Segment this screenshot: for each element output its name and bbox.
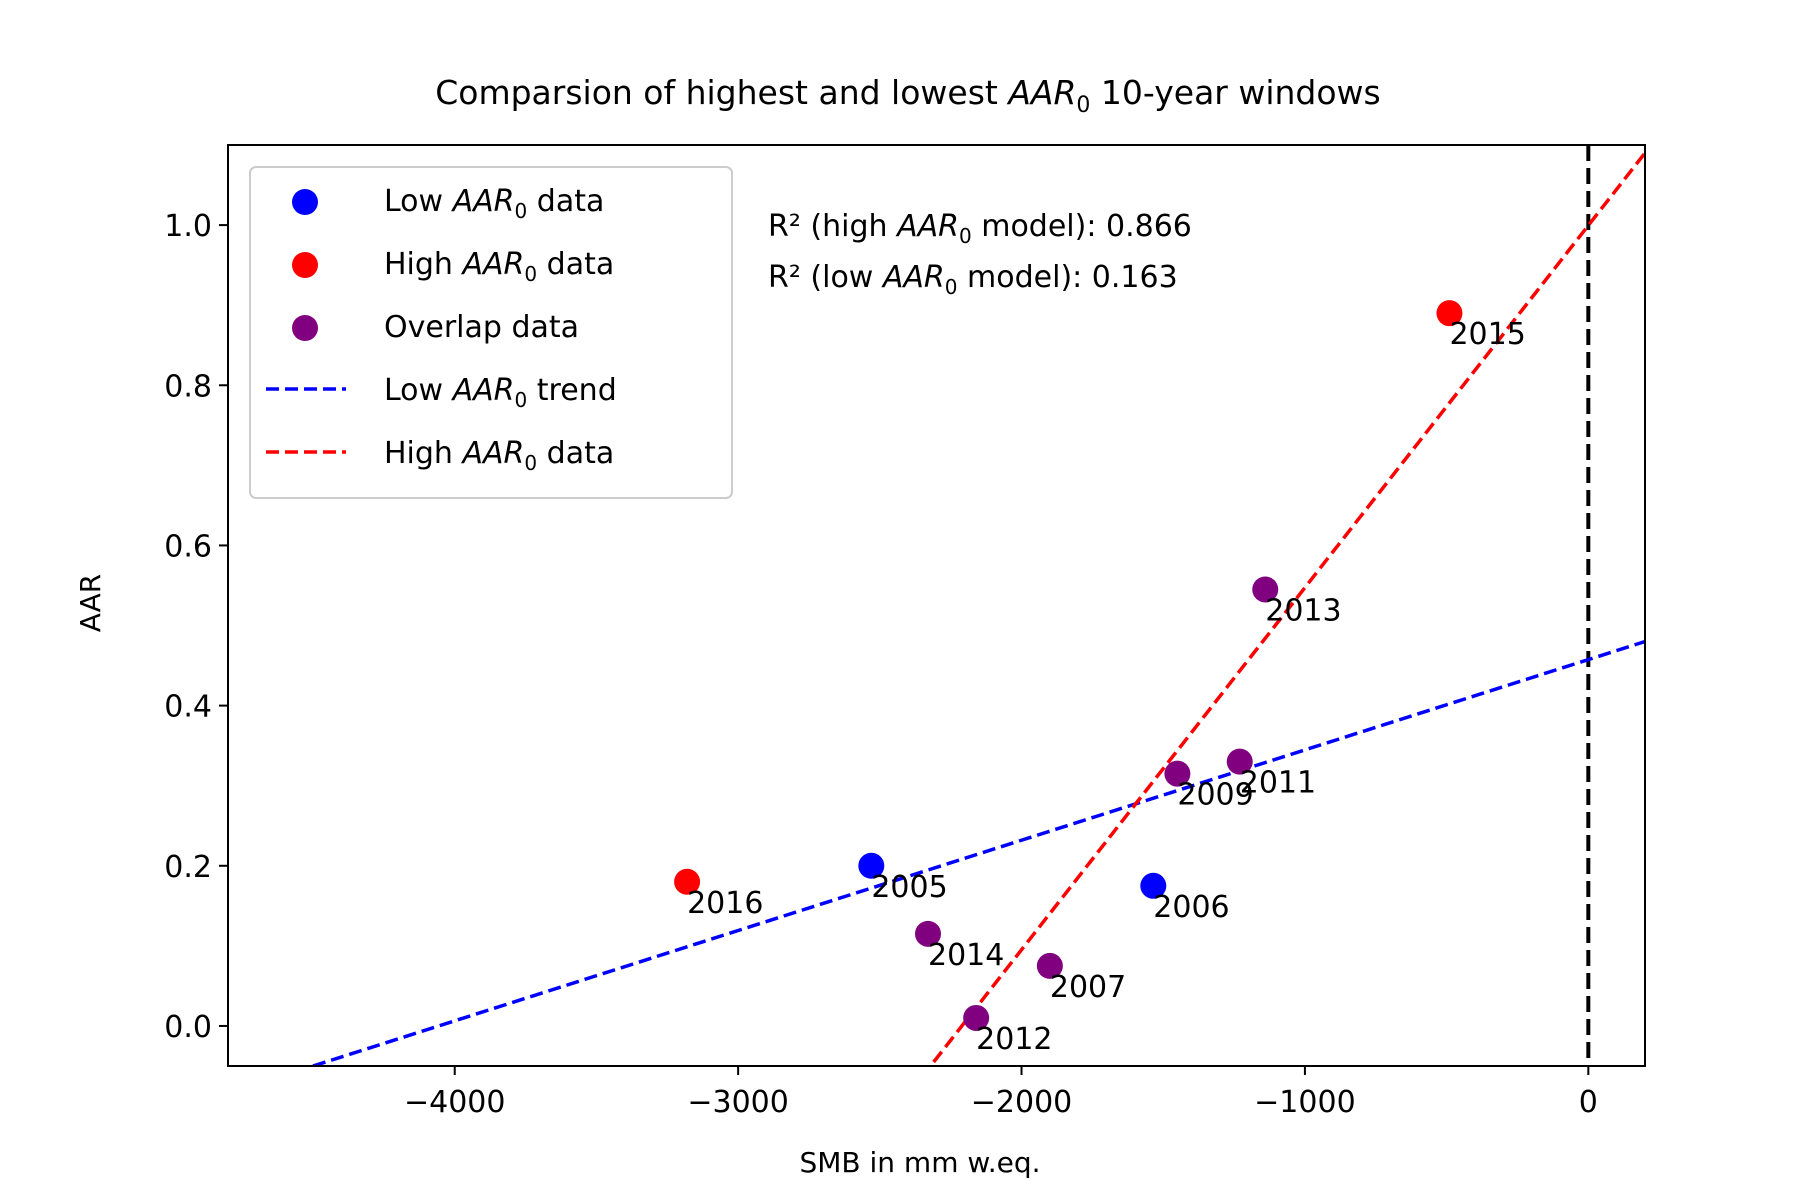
x-axis-label: SMB in mm w.eq.	[799, 1146, 1040, 1179]
legend-box	[249, 166, 733, 499]
data-point-2012	[963, 1004, 990, 1031]
legend-label-3: Low AAR0 trend	[384, 373, 617, 412]
trend-line-high	[932, 151, 1645, 1064]
data-point-2009	[1164, 760, 1191, 787]
data-point-2014	[914, 920, 941, 947]
point-label-2009: 2009	[1177, 778, 1253, 813]
point-label-2014: 2014	[928, 938, 1004, 973]
legend-label-0: Low AAR0 data	[384, 184, 604, 223]
trend-line-low	[312, 639, 1645, 1066]
legend-marker-0	[292, 189, 318, 215]
legend: Low AAR0 data High AAR0 data Overlap data L…	[249, 166, 733, 499]
point-label-2015: 2015	[1449, 317, 1525, 352]
y-tick-label: 0.2	[164, 850, 212, 885]
y-tick-label: 1.0	[164, 209, 212, 244]
data-point-2005	[858, 852, 885, 879]
point-label-2011: 2011	[1240, 766, 1316, 801]
y-tick-label: 0.0	[164, 1010, 212, 1045]
r-squared-high: R² (high AAR0 model): 0.866	[768, 209, 1192, 248]
axis-ticks: −4000 −3000 −2000 −1000 0 0.0 0.2 0.4 0.6 0.8 1.0	[164, 209, 1598, 1120]
point-label-2005: 2005	[871, 870, 947, 905]
y-tick-label: 0.4	[164, 690, 212, 725]
legend-marker-1	[292, 252, 318, 278]
y-tick-label: 0.8	[164, 369, 212, 404]
point-label-2013: 2013	[1265, 593, 1341, 628]
data-point-2015	[1436, 300, 1463, 327]
r-squared-low: R² (low AAR0 model): 0.163	[768, 260, 1178, 299]
legend-marker-2	[292, 315, 318, 341]
legend-label-4: High AAR0 data	[384, 436, 614, 475]
data-point-2007	[1036, 952, 1063, 979]
data-point-2011	[1226, 748, 1253, 775]
x-tick-label: −1000	[1254, 1085, 1355, 1120]
data-point-2013	[1252, 576, 1279, 603]
point-label-2007: 2007	[1050, 970, 1126, 1005]
y-axis-label: AAR	[74, 574, 107, 633]
legend-label-1: High AAR0 data	[384, 247, 614, 286]
x-tick-label: −2000	[971, 1085, 1072, 1120]
point-label-2012: 2012	[976, 1022, 1052, 1057]
legend-label-2: Overlap data	[384, 310, 579, 345]
y-tick-label: 0.6	[164, 529, 212, 564]
x-tick-label: −4000	[404, 1085, 505, 1120]
x-tick-label: −3000	[687, 1085, 788, 1120]
x-tick-label: 0	[1579, 1085, 1598, 1120]
data-point-2016	[674, 868, 701, 895]
plot-frame	[227, 144, 1646, 1067]
r-squared-annotation: R² (high AAR0 model): 0.866 R² (low AAR0…	[768, 209, 1192, 299]
point-label-2016: 2016	[687, 886, 763, 921]
chart-title: Comparsion of highest and lowest AAR0 10…	[435, 73, 1381, 118]
point-label-2006: 2006	[1153, 890, 1229, 925]
data-point-2006	[1140, 872, 1167, 899]
